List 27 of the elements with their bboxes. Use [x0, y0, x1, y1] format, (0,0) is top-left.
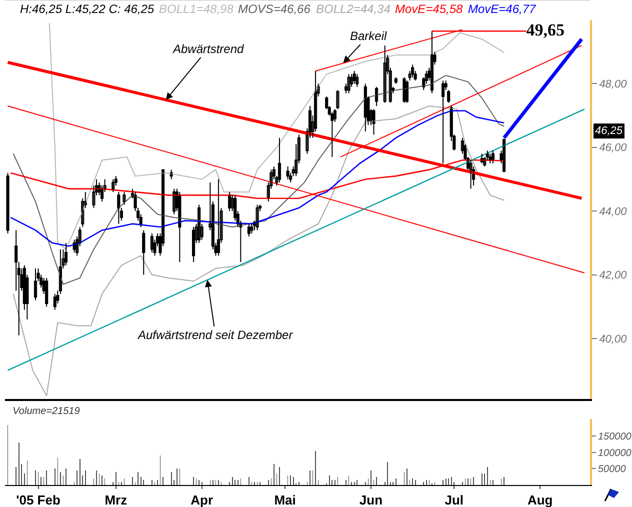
- annotation: Abwärtstrend: [172, 42, 244, 56]
- y-tick-label: 40,00: [599, 333, 628, 346]
- text: BOLL1=48,98: [159, 2, 234, 16]
- text: MovE=45,58: [395, 2, 464, 16]
- x-tick-label: '05 Feb: [16, 492, 60, 507]
- text: MovE=46,77: [468, 2, 538, 16]
- x-tick-label: Mrz: [104, 492, 128, 507]
- chart-title: Volume=21519: [12, 406, 80, 418]
- y-tick-label: 44,00: [599, 206, 628, 218]
- text: MOVS=46,66: [238, 2, 311, 16]
- x-tick-label: Apr: [190, 492, 214, 507]
- text: BOLL2=44,34: [316, 2, 391, 16]
- annotation: Barkeil: [350, 29, 388, 43]
- y-tick-label: 50000: [598, 464, 626, 476]
- annotation: Aufwärtstrend seit Dezember: [137, 328, 294, 342]
- data-label: 49,65: [526, 20, 564, 40]
- x-tick-label: Mai: [274, 492, 296, 507]
- y-tick-label: 48,00: [599, 78, 628, 91]
- y-tick-label: 46,00: [599, 142, 628, 154]
- text: H:46,25 L:45,22 C: 46,25: [20, 2, 154, 16]
- y-tick-label: 42,00: [599, 270, 628, 282]
- x-tick-label: Jun: [359, 492, 383, 507]
- y-tick-label: 150000: [598, 432, 632, 443]
- y-tick-label: 100000: [598, 448, 632, 459]
- x-tick-label: Jul: [444, 492, 464, 507]
- x-tick-label: Aug: [527, 492, 553, 507]
- text: 46,25: [595, 125, 624, 137]
